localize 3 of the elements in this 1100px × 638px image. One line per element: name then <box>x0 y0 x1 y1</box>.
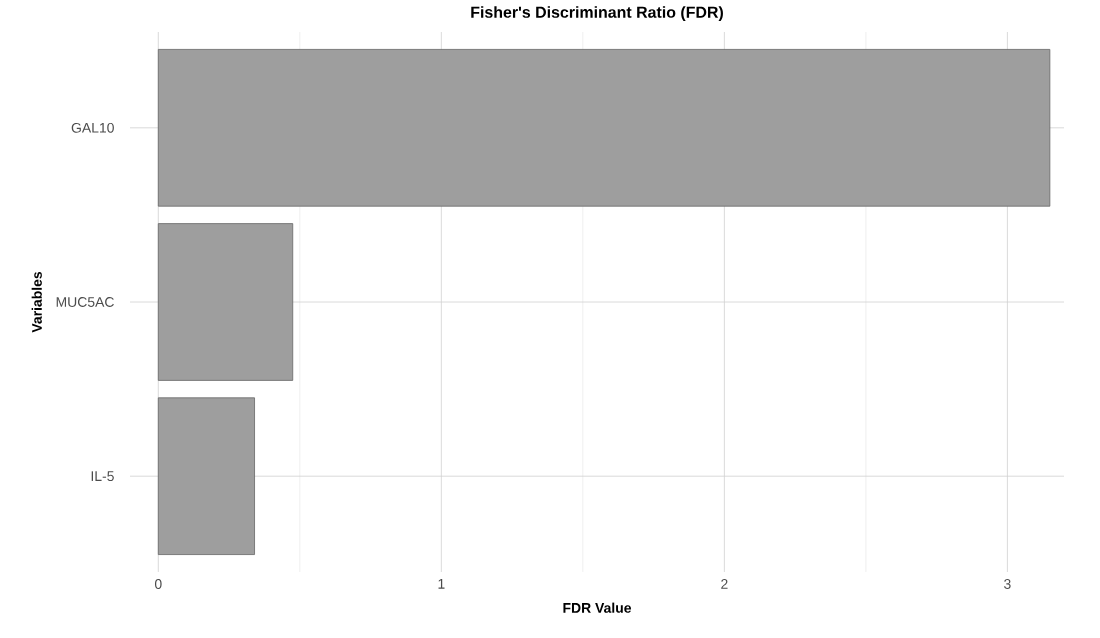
bar <box>157 223 294 381</box>
bar <box>157 397 255 555</box>
bar <box>157 49 1051 207</box>
